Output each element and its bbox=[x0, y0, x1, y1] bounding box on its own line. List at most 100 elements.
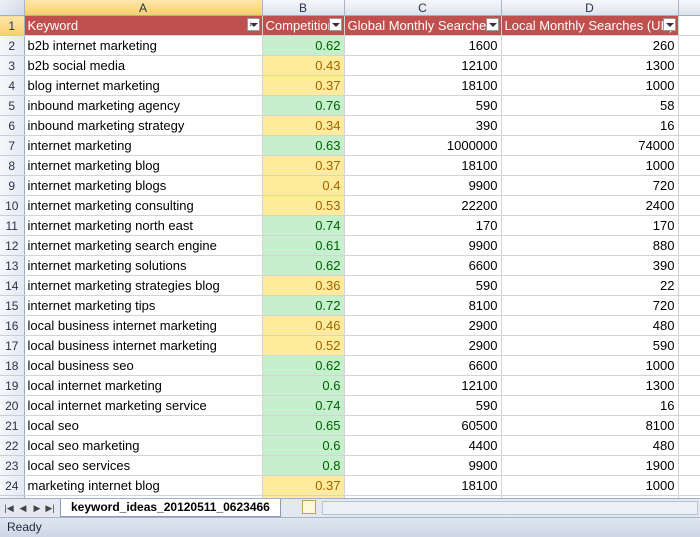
competition-cell[interactable]: 0.6 bbox=[262, 435, 345, 456]
row-number[interactable]: 22 bbox=[0, 435, 25, 456]
insert-sheet-icon[interactable] bbox=[302, 500, 316, 514]
global-searches-cell[interactable]: 590 bbox=[344, 95, 502, 116]
global-searches-cell[interactable]: 590 bbox=[344, 275, 502, 296]
empty-cell[interactable] bbox=[678, 15, 700, 36]
empty-cell[interactable] bbox=[678, 35, 700, 56]
empty-cell[interactable] bbox=[678, 295, 700, 316]
row-number[interactable]: 4 bbox=[0, 75, 25, 96]
empty-cell[interactable] bbox=[678, 235, 700, 256]
local-searches-cell[interactable]: 1300 bbox=[501, 55, 679, 76]
keyword-cell[interactable]: internet marketing consulting bbox=[24, 195, 263, 216]
row-number[interactable]: 13 bbox=[0, 255, 25, 276]
row-number[interactable]: 24 bbox=[0, 475, 25, 496]
global-searches-cell[interactable]: 1000000 bbox=[344, 135, 502, 156]
keyword-cell[interactable]: local business internet marketing bbox=[24, 335, 263, 356]
keyword-cell[interactable]: local business internet marketing bbox=[24, 315, 263, 336]
empty-cell[interactable] bbox=[678, 55, 700, 76]
header-keyword[interactable]: Keyword ↓ bbox=[24, 15, 263, 36]
local-searches-cell[interactable]: 1000 bbox=[501, 475, 679, 496]
global-searches-cell[interactable]: 9900 bbox=[344, 175, 502, 196]
horizontal-scrollbar[interactable] bbox=[322, 501, 698, 515]
keyword-cell[interactable]: local seo marketing bbox=[24, 435, 263, 456]
local-searches-cell[interactable]: 2400 bbox=[501, 195, 679, 216]
global-searches-cell[interactable]: 18100 bbox=[344, 75, 502, 96]
row-number[interactable]: 18 bbox=[0, 355, 25, 376]
competition-cell[interactable]: 0.36 bbox=[262, 275, 345, 296]
keyword-cell[interactable]: internet marketing north east bbox=[24, 215, 263, 236]
global-searches-cell[interactable]: 12100 bbox=[344, 55, 502, 76]
competition-cell[interactable]: 0.76 bbox=[262, 95, 345, 116]
keyword-cell[interactable]: blog internet marketing bbox=[24, 75, 263, 96]
keyword-cell[interactable]: marketing newcastle bbox=[24, 495, 263, 498]
competition-cell[interactable]: 0.57 bbox=[262, 495, 345, 498]
local-searches-cell[interactable]: 480 bbox=[501, 315, 679, 336]
row-number[interactable]: 2 bbox=[0, 35, 25, 56]
local-searches-cell[interactable]: 170 bbox=[501, 215, 679, 236]
global-searches-cell[interactable]: 9900 bbox=[344, 455, 502, 476]
row-number[interactable]: 16 bbox=[0, 315, 25, 336]
keyword-cell[interactable]: internet marketing solutions bbox=[24, 255, 263, 276]
column-header-c[interactable]: C bbox=[344, 0, 502, 16]
keyword-cell[interactable]: marketing internet blog bbox=[24, 475, 263, 496]
local-searches-cell[interactable]: 880 bbox=[501, 235, 679, 256]
competition-cell[interactable]: 0.37 bbox=[262, 75, 345, 96]
competition-cell[interactable]: 0.62 bbox=[262, 355, 345, 376]
empty-cell[interactable] bbox=[678, 475, 700, 496]
header-global-searches[interactable]: Global Monthly Searches bbox=[344, 15, 502, 36]
empty-cell[interactable] bbox=[678, 415, 700, 436]
empty-cell[interactable] bbox=[678, 395, 700, 416]
keyword-cell[interactable]: internet marketing blogs bbox=[24, 175, 263, 196]
empty-cell[interactable] bbox=[678, 115, 700, 136]
global-searches-cell[interactable]: 9900 bbox=[344, 235, 502, 256]
row-number[interactable]: 19 bbox=[0, 375, 25, 396]
competition-cell[interactable]: 0.72 bbox=[262, 295, 345, 316]
header-local-searches[interactable]: Local Monthly Searches (UK) bbox=[501, 15, 679, 36]
competition-cell[interactable]: 0.74 bbox=[262, 215, 345, 236]
empty-cell[interactable] bbox=[678, 275, 700, 296]
local-searches-cell[interactable]: 390 bbox=[501, 255, 679, 276]
empty-cell[interactable] bbox=[678, 435, 700, 456]
row-number[interactable]: 11 bbox=[0, 215, 25, 236]
sheet-tab[interactable]: keyword_ideas_20120511_0623466 bbox=[60, 499, 281, 517]
competition-cell[interactable]: 0.63 bbox=[262, 135, 345, 156]
select-all-corner[interactable] bbox=[0, 0, 25, 16]
next-sheet-icon[interactable]: ▶ bbox=[33, 503, 41, 513]
global-searches-cell[interactable]: 2900 bbox=[344, 315, 502, 336]
keyword-cell[interactable]: inbound marketing strategy bbox=[24, 115, 263, 136]
column-header-a[interactable]: A bbox=[24, 0, 263, 16]
competition-cell[interactable]: 0.62 bbox=[262, 255, 345, 276]
local-searches-cell[interactable]: 8100 bbox=[501, 415, 679, 436]
local-searches-cell[interactable]: 260 bbox=[501, 35, 679, 56]
empty-cell[interactable] bbox=[678, 215, 700, 236]
competition-cell[interactable]: 0.37 bbox=[262, 475, 345, 496]
row-number[interactable]: 6 bbox=[0, 115, 25, 136]
global-searches-cell[interactable]: 18100 bbox=[344, 475, 502, 496]
global-searches-cell[interactable]: 18100 bbox=[344, 155, 502, 176]
competition-cell[interactable]: 0.53 bbox=[262, 195, 345, 216]
keyword-cell[interactable]: internet marketing tips bbox=[24, 295, 263, 316]
local-searches-cell[interactable]: 1000 bbox=[501, 155, 679, 176]
global-searches-cell[interactable]: 390 bbox=[344, 115, 502, 136]
keyword-cell[interactable]: local seo bbox=[24, 415, 263, 436]
header-competition[interactable]: Competition bbox=[262, 15, 345, 36]
competition-cell[interactable]: 0.43 bbox=[262, 55, 345, 76]
empty-cell[interactable] bbox=[678, 95, 700, 116]
column-header-b[interactable]: B bbox=[262, 0, 345, 16]
competition-cell[interactable]: 0.65 bbox=[262, 415, 345, 436]
row-number[interactable]: 10 bbox=[0, 195, 25, 216]
keyword-cell[interactable]: local internet marketing service bbox=[24, 395, 263, 416]
row-number[interactable]: 23 bbox=[0, 455, 25, 476]
column-header-d[interactable]: D bbox=[501, 0, 679, 16]
keyword-cell[interactable]: local seo services bbox=[24, 455, 263, 476]
row-number[interactable]: 14 bbox=[0, 275, 25, 296]
global-searches-cell[interactable]: 4400 bbox=[344, 495, 502, 498]
global-searches-cell[interactable]: 12100 bbox=[344, 375, 502, 396]
keyword-cell[interactable]: b2b social media bbox=[24, 55, 263, 76]
filter-dropdown-icon[interactable] bbox=[485, 18, 499, 31]
global-searches-cell[interactable]: 2900 bbox=[344, 335, 502, 356]
keyword-cell[interactable]: internet marketing blog bbox=[24, 155, 263, 176]
empty-cell[interactable] bbox=[678, 135, 700, 156]
local-searches-cell[interactable]: 3600 bbox=[501, 495, 679, 498]
local-searches-cell[interactable]: 590 bbox=[501, 335, 679, 356]
row-number[interactable]: 5 bbox=[0, 95, 25, 116]
